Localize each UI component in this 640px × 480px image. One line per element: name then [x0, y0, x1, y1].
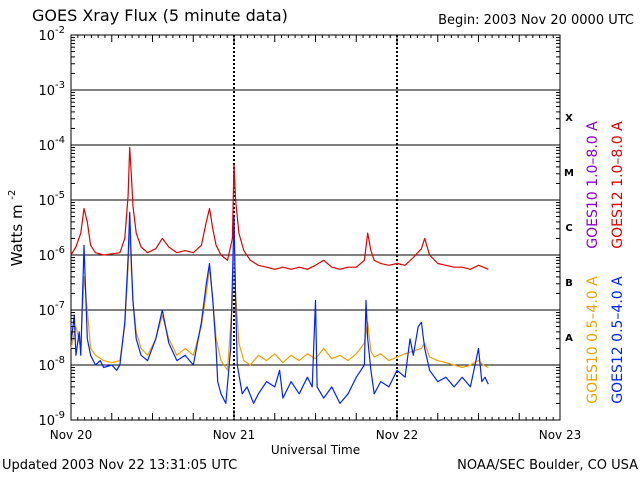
y-axis-label-exponent: -2	[7, 190, 18, 200]
y-tick-label: 10-3	[38, 80, 65, 99]
flare-class-label: C	[565, 223, 572, 234]
series-line	[70, 228, 489, 371]
flare-class-label: M	[564, 168, 574, 179]
y-tick-base: 10	[38, 194, 55, 209]
y-tick-exponent: -7	[55, 300, 65, 311]
y-tick-exponent: -9	[55, 410, 65, 421]
y-tick-base: 10	[38, 414, 55, 429]
legend-entry: GOES12 0.5–4.0 A	[610, 276, 626, 404]
plot-frame	[70, 34, 561, 421]
y-tick-exponent: -6	[55, 245, 65, 256]
y-axis-label-base: Watts m	[8, 200, 26, 267]
y-tick-label: 10-5	[38, 190, 65, 209]
flare-class-label: A	[565, 333, 573, 344]
x-tick-label: Nov 21	[213, 428, 256, 442]
updated-timestamp: Updated 2003 Nov 22 13:31:05 UTC	[2, 458, 238, 473]
legend-entry: GOES12 1.0–8.0 A	[610, 121, 626, 249]
y-tick-base: 10	[38, 304, 55, 319]
y-tick-label: 10-7	[38, 300, 65, 319]
flare-class-label: X	[565, 113, 573, 124]
y-tick-base: 10	[38, 359, 55, 374]
y-tick-base: 10	[38, 139, 55, 154]
legend-entry: GOES10 0.5–4.0 A	[585, 276, 601, 404]
y-tick-exponent: -8	[55, 355, 65, 366]
y-tick-label: 10-2	[38, 25, 65, 44]
y-tick-label: 10-9	[38, 410, 65, 429]
series-line	[70, 211, 489, 404]
y-tick-label: 10-4	[38, 135, 65, 154]
y-tick-exponent: -5	[55, 190, 65, 201]
y-tick-label: 10-8	[38, 355, 65, 374]
x-tick-label: Nov 20	[50, 428, 93, 442]
begin-label: Begin: 2003 Nov 20 0000 UTC	[438, 13, 634, 28]
x-axis-label: Universal Time	[271, 443, 360, 457]
y-tick-exponent: -2	[55, 25, 65, 36]
y-tick-base: 10	[38, 29, 55, 44]
y-axis-label: Watts m -2	[7, 190, 26, 267]
y-tick-label: 10-6	[38, 245, 65, 264]
y-tick-base: 10	[38, 249, 55, 264]
flare-class-label: B	[565, 278, 573, 289]
y-tick-exponent: -4	[55, 135, 65, 146]
x-tick-label: Nov 23	[539, 428, 582, 442]
series-line	[70, 146, 489, 270]
x-tick-label: Nov 22	[376, 428, 419, 442]
legend-entry: GOES10 1.0–8.0 A	[585, 121, 601, 249]
y-tick-exponent: -3	[55, 80, 65, 91]
y-tick-base: 10	[38, 84, 55, 99]
chart-title: GOES Xray Flux (5 minute data)	[32, 6, 288, 25]
credit-label: NOAA/SEC Boulder, CO USA	[457, 458, 638, 473]
